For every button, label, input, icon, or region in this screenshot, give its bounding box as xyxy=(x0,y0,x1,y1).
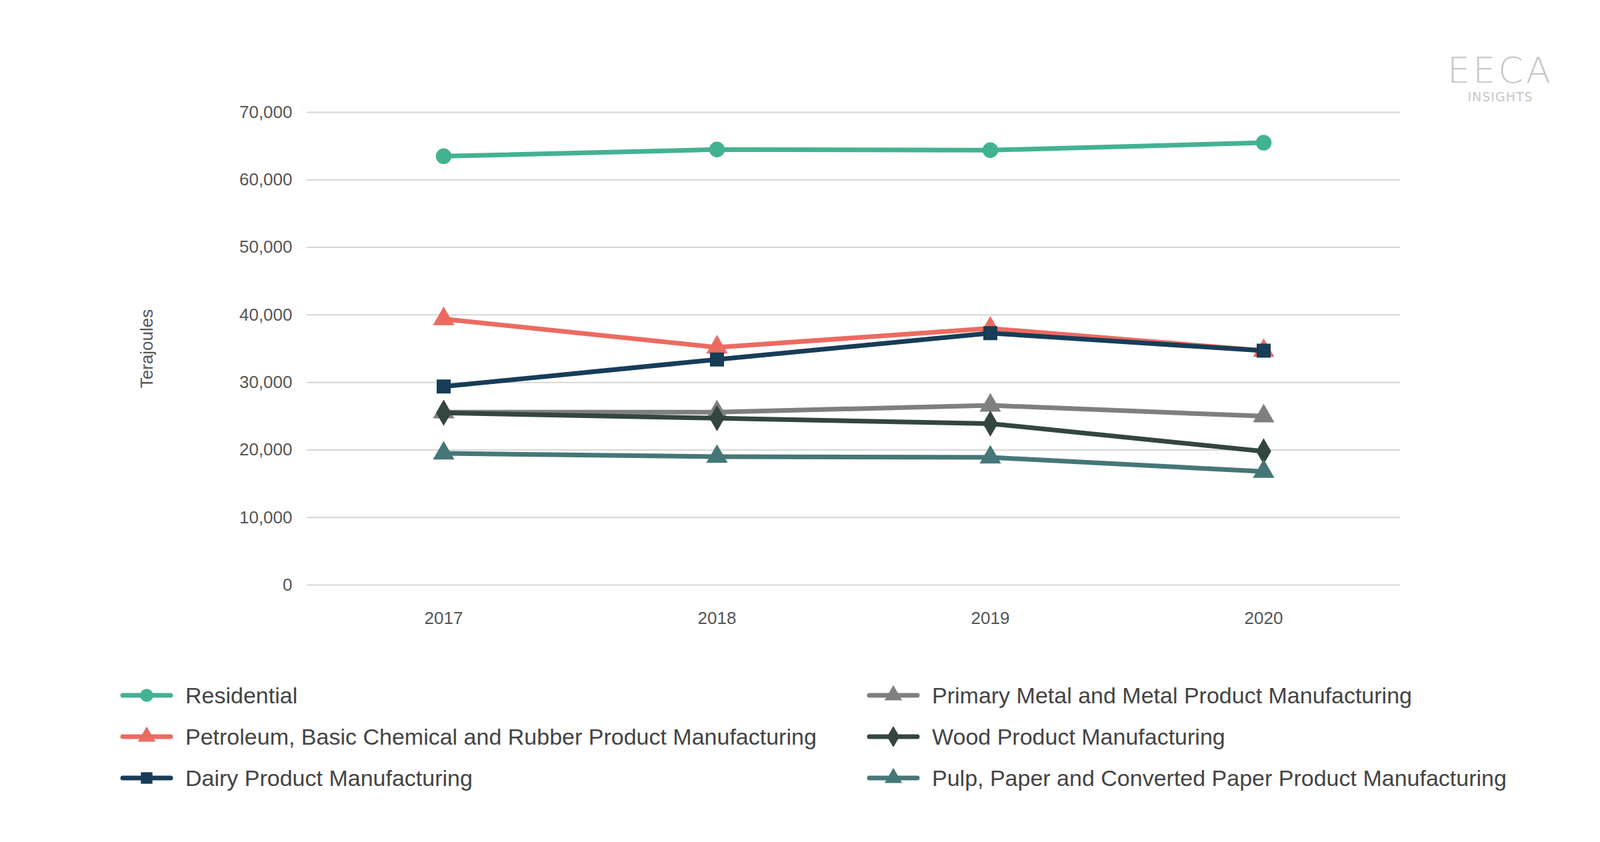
html-text:INSIGHTS: INSIGHTS xyxy=(1467,89,1534,104)
svg-text:30,000: 30,000 xyxy=(239,372,293,392)
svg-text:2019: 2019 xyxy=(971,608,1010,628)
svg-text:10,000: 10,000 xyxy=(239,507,293,528)
svg-text:2020: 2020 xyxy=(1244,608,1284,628)
html-text:Petroleum, Basic Chemical and: Petroleum, Basic Chemical and Rubber Pro… xyxy=(185,723,817,749)
html-text:Residential: Residential xyxy=(185,682,298,708)
svg-text:Terajoules: Terajoules xyxy=(136,309,157,389)
svg-text:50,000: 50,000 xyxy=(239,236,293,257)
svg-text:20,000: 20,000 xyxy=(239,439,293,460)
html-text:EECA: EECA xyxy=(1447,49,1554,92)
html-text:Pulp, Paper and Converted Pape: Pulp, Paper and Converted Paper Product … xyxy=(932,765,1507,791)
html-text:Wood Product Manufacturing: Wood Product Manufacturing xyxy=(932,723,1226,749)
svg-text:2018: 2018 xyxy=(698,608,737,628)
svg-text:70,000: 70,000 xyxy=(239,102,293,122)
html-text:Dairy Product Manufacturing: Dairy Product Manufacturing xyxy=(185,765,473,791)
svg-text:2017: 2017 xyxy=(424,608,464,628)
svg-text:0: 0 xyxy=(282,574,292,595)
html-text:Primary Metal and Metal Produc: Primary Metal and Metal Product Manufact… xyxy=(932,682,1412,708)
svg-text:60,000: 60,000 xyxy=(239,169,293,190)
svg-text:40,000: 40,000 xyxy=(239,304,293,325)
